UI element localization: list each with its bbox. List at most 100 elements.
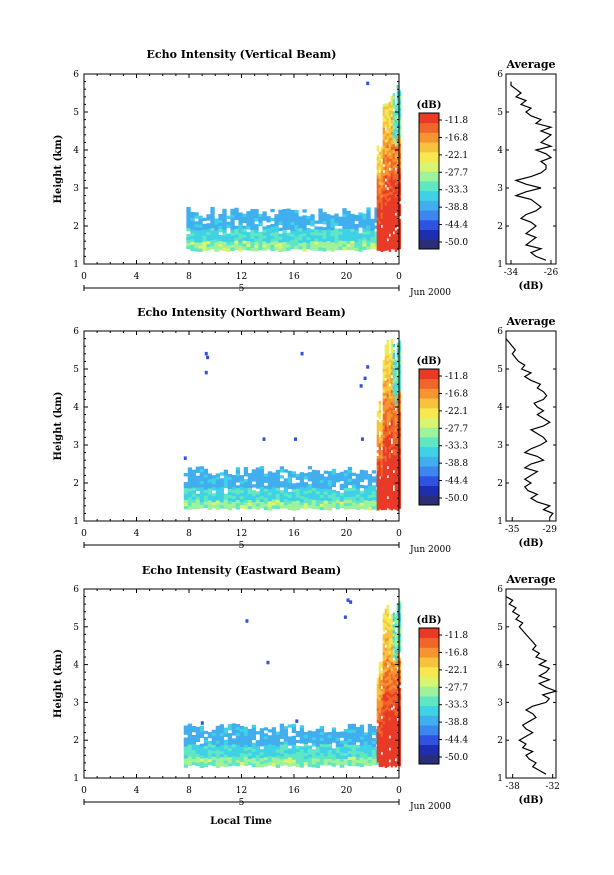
echo-cell [275, 472, 281, 477]
echo-cell [187, 479, 193, 483]
colorbar-swatch [419, 676, 439, 687]
rain-cell [398, 472, 401, 476]
colorbar-swatch [419, 407, 439, 418]
echo-cell [187, 738, 193, 742]
echo-cell [287, 476, 293, 481]
echo-cell [239, 731, 245, 736]
rain-cell [390, 647, 393, 651]
rain-cell [394, 452, 397, 456]
echo-cell [371, 731, 377, 736]
echo-cell [299, 734, 305, 738]
rain-cell [384, 620, 387, 625]
echo-cell [255, 473, 261, 477]
echo-cell [359, 475, 365, 480]
echo-cell [351, 478, 357, 482]
echo-cell [291, 486, 297, 490]
rain-cell [394, 179, 397, 183]
echo-cell [298, 234, 303, 238]
rain-cell [382, 452, 385, 457]
rain-cell [384, 740, 387, 745]
echo-cell [271, 763, 277, 767]
echo-cell [370, 236, 375, 241]
echo-cell [270, 223, 275, 228]
rain-cell [398, 194, 401, 199]
rain-cell [398, 397, 401, 401]
echo-cell [287, 751, 293, 755]
rain-cell [382, 625, 385, 629]
echo-cell [315, 497, 321, 501]
rain-cell [376, 235, 379, 239]
echo-cell [223, 475, 229, 479]
echo-cell [318, 238, 323, 242]
rain-cell [376, 431, 379, 436]
echo-cell [330, 248, 335, 252]
echo-cell [374, 246, 379, 250]
echo-cell [218, 240, 223, 245]
rain-cell [384, 725, 387, 730]
echo-cell [367, 500, 373, 505]
echo-cell [255, 503, 261, 507]
echo-cell [299, 493, 305, 497]
echo-cell [235, 747, 241, 752]
echo-cell [326, 217, 331, 221]
rain-cell [382, 449, 385, 454]
echo-cell [351, 735, 357, 740]
colorbar-label: -27.7 [445, 683, 468, 693]
rain-cell [390, 653, 393, 657]
rain-cell [396, 123, 399, 128]
rain-cell [390, 176, 393, 181]
echo-cell [215, 482, 221, 486]
echo-cell [359, 757, 365, 761]
echo-cell [355, 730, 361, 734]
echo-cell [251, 733, 257, 738]
echo-cell [307, 760, 313, 764]
rain-cell [388, 654, 391, 658]
average-y-tick-label: 3 [497, 698, 503, 708]
rain-cell [386, 481, 389, 485]
echo-cell [298, 240, 303, 244]
echo-cell [291, 747, 297, 752]
rain-cell [386, 391, 389, 395]
echo-cell [342, 208, 347, 212]
panel-title: Echo Intensity (Northward Beam) [137, 306, 346, 319]
rain-cell [392, 237, 395, 241]
x-tick-label: 4 [134, 272, 140, 282]
rain-cell [386, 433, 389, 437]
echo-cell [187, 762, 193, 766]
echo-cell [339, 498, 345, 503]
rain-cell [392, 759, 395, 763]
echo-cell [295, 482, 301, 487]
rain-cell [398, 615, 401, 620]
rain-cell [382, 151, 385, 156]
echo-cell [342, 214, 347, 218]
rain-cell [398, 705, 401, 710]
echo-cell [279, 481, 285, 485]
rain-cell [382, 419, 385, 424]
echo-cell [250, 248, 255, 252]
rain-cell [398, 355, 401, 359]
echo-cell [270, 247, 275, 252]
rain-cell [388, 185, 391, 189]
rain-cell [384, 686, 387, 691]
rain-cell [386, 604, 389, 608]
rain-cell [394, 389, 397, 393]
echo-cell [350, 246, 355, 251]
rain-cell [378, 497, 381, 501]
colorbar-label: -27.7 [445, 168, 468, 178]
rain-cell [376, 678, 379, 682]
echo-cell [195, 505, 201, 509]
echo-cell [227, 504, 233, 508]
rain-cell [392, 349, 395, 354]
echo-cell [274, 226, 279, 230]
average-x-tick-label: -29 [543, 525, 558, 535]
echo-cell [255, 743, 261, 747]
rain-cell [390, 209, 393, 214]
echo-cell [307, 736, 313, 740]
x-tick-label: 4 [134, 529, 140, 539]
echo-cell [183, 725, 189, 729]
echo-cell [198, 242, 203, 246]
rain-cell [398, 648, 401, 653]
echo-cell [243, 491, 249, 495]
echo-cell [190, 223, 195, 228]
rain-cell [380, 748, 383, 753]
